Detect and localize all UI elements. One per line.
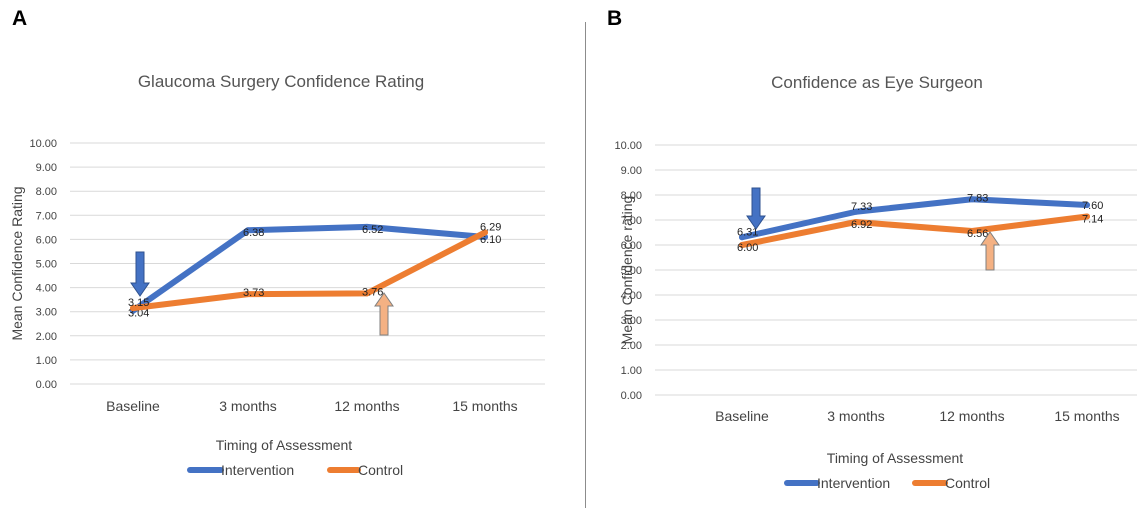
data-label: 3.73 xyxy=(243,287,264,299)
data-point xyxy=(969,196,975,203)
x-tick-label: Baseline xyxy=(106,398,160,414)
y-tick-label: 4.00 xyxy=(36,283,57,295)
y-tick-label: 1.00 xyxy=(621,365,642,377)
data-point xyxy=(245,291,251,298)
y-tick-label: 10.00 xyxy=(29,138,57,150)
y-tick-label: 5.00 xyxy=(621,265,642,277)
y-tick-label: 9.00 xyxy=(621,165,642,177)
x-tick-label: 12 months xyxy=(939,408,1004,424)
y-axis-title: Mean Confidence Rating xyxy=(9,186,25,340)
y-tick-label: 0.00 xyxy=(36,379,57,391)
data-label: 6.52 xyxy=(362,224,383,236)
y-tick-label: 3.00 xyxy=(621,315,642,327)
up-arrow-icon xyxy=(980,231,1000,271)
panel-letter-b: B xyxy=(607,7,623,30)
chart-title: Glaucoma Surgery Confidence Rating xyxy=(138,72,424,91)
data-point xyxy=(364,290,370,297)
data-point xyxy=(245,227,251,234)
y-tick-label: 1.00 xyxy=(36,355,57,367)
y-tick-label: 6.00 xyxy=(621,240,642,252)
x-tick-label: 12 months xyxy=(334,398,399,414)
x-tick-label: 15 months xyxy=(1054,408,1119,424)
y-tick-label: 2.00 xyxy=(621,340,642,352)
data-label: 6.10 xyxy=(480,234,501,246)
legend-label: Control xyxy=(358,462,403,478)
y-tick-label: 2.00 xyxy=(36,331,57,343)
x-tick-label: 3 months xyxy=(827,408,885,424)
data-point xyxy=(1084,213,1090,220)
data-point xyxy=(739,242,745,248)
data-label: 7.33 xyxy=(851,201,872,213)
y-tick-label: 3.00 xyxy=(36,307,57,319)
data-point xyxy=(853,219,859,225)
panel-letter-a: A xyxy=(12,7,28,30)
chart-title: Confidence as Eye Surgeon xyxy=(771,73,983,92)
data-label: 7.83 xyxy=(967,192,988,204)
data-label: 6.38 xyxy=(243,227,264,239)
data-label: 7.14 xyxy=(1082,214,1103,226)
y-tick-label: 8.00 xyxy=(36,186,57,198)
data-point xyxy=(739,234,745,241)
y-tick-label: 0.00 xyxy=(621,390,642,402)
y-axis-title: Mean Confidence rating xyxy=(619,196,635,345)
data-point xyxy=(130,305,136,312)
series-line-intervention xyxy=(739,196,1090,241)
data-point xyxy=(482,229,488,236)
data-label: 6.00 xyxy=(737,242,758,254)
data-point xyxy=(1084,202,1090,208)
legend-label: Intervention xyxy=(817,475,890,491)
data-label: 6.31 xyxy=(737,226,758,238)
up-arrow-icon xyxy=(374,292,394,336)
legend-label: Control xyxy=(945,475,990,491)
chart-b: 0.00 1.00 2.00 3.00 4.00 5.00 6.00 7.00 8.00 9.00… xyxy=(614,73,1137,491)
series-line-intervention xyxy=(130,223,488,314)
data-label: 3.15 xyxy=(128,297,149,309)
down-arrow-icon xyxy=(746,187,766,230)
data-point xyxy=(364,223,370,230)
y-tick-label: 4.00 xyxy=(621,290,642,302)
x-axis-title: Timing of Assessment xyxy=(827,450,964,466)
data-label: 6.92 xyxy=(851,219,872,231)
series-line-control xyxy=(130,229,488,312)
data-point xyxy=(969,228,975,234)
y-tick-label: 10.00 xyxy=(614,140,642,152)
data-label: 3.76 xyxy=(362,286,383,298)
data-label: 7.60 xyxy=(1082,200,1103,212)
y-tick-label: 9.00 xyxy=(36,162,57,174)
data-label: 6.29 xyxy=(480,221,501,233)
down-arrow-icon xyxy=(130,251,150,297)
x-tick-label: Baseline xyxy=(715,408,769,424)
x-tick-label: 3 months xyxy=(219,398,277,414)
y-tick-label: 8.00 xyxy=(621,190,642,202)
y-tick-label: 7.00 xyxy=(36,210,57,222)
y-tick-label: 6.00 xyxy=(36,234,57,246)
x-axis-title: Timing of Assessment xyxy=(216,437,353,453)
data-label: 6.56 xyxy=(967,228,988,240)
y-tick-label: 5.00 xyxy=(36,259,57,271)
data-point xyxy=(853,208,859,215)
series-line-control xyxy=(739,213,1090,248)
x-tick-label: 15 months xyxy=(452,398,517,414)
panel-divider xyxy=(585,22,586,508)
chart-a: 0.00 1.00 2.00 3.00 4.00 5.00 6.00 7.00 8.00 9.00… xyxy=(9,72,545,478)
y-tick-label: 7.00 xyxy=(621,215,642,227)
legend-label: Intervention xyxy=(221,462,294,478)
